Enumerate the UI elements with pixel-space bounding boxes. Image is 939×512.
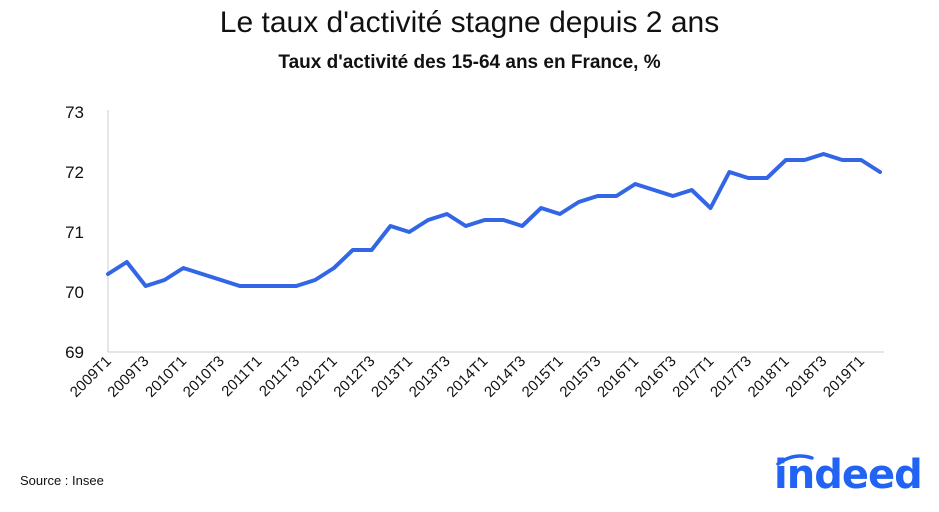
x-tick-label: 2013T1 — [368, 353, 416, 401]
y-tick-label: 71 — [65, 223, 84, 242]
x-tick-label: 2010T3 — [180, 353, 228, 401]
y-tick-label: 70 — [65, 283, 84, 302]
x-tick-label: 2011T1 — [218, 353, 265, 400]
x-tick-label: 2018T3 — [782, 353, 830, 401]
source-note: Source : Insee — [20, 473, 104, 488]
x-tick-label: 2014T1 — [443, 353, 491, 401]
indeed-logo: indeed — [764, 452, 923, 502]
x-tick-label: 2015T3 — [556, 353, 604, 401]
y-tick-label: 72 — [65, 163, 84, 182]
x-tick-label: 2014T3 — [481, 353, 529, 401]
y-axis: 69 70 71 72 73 — [65, 103, 109, 362]
x-tick-label: 2015T1 — [519, 353, 567, 401]
chart-title: Le taux d'activité stagne depuis 2 ans — [219, 6, 720, 39]
x-tick-label: 2017T1 — [669, 353, 717, 401]
series-line — [106, 152, 882, 288]
chart-subtitle: Taux d'activité des 15-64 ans en France,… — [278, 52, 661, 73]
x-tick-label: 2017T3 — [707, 353, 755, 401]
x-tick-label: 2013T3 — [406, 353, 454, 401]
x-tick-label: 2016T3 — [632, 353, 680, 401]
x-tick-label: 2012T1 — [293, 353, 341, 401]
logo-arc-icon — [776, 454, 814, 466]
x-axis: 2009T12009T32010T12010T32011T12011T32012… — [67, 351, 884, 401]
x-tick-label: 2018T1 — [745, 353, 793, 401]
logo-wordmark: indeed — [774, 452, 923, 498]
y-tick-label: 73 — [65, 103, 84, 122]
x-tick-label: 2016T1 — [594, 353, 642, 401]
x-tick-label: 2019T1 — [820, 353, 868, 401]
x-tick-label: 2012T3 — [330, 353, 378, 401]
series-layer — [106, 152, 882, 288]
y-tick-label: 69 — [65, 343, 84, 362]
x-tick-label: 2010T1 — [142, 353, 190, 401]
x-tick-label: 2009T3 — [104, 353, 152, 401]
